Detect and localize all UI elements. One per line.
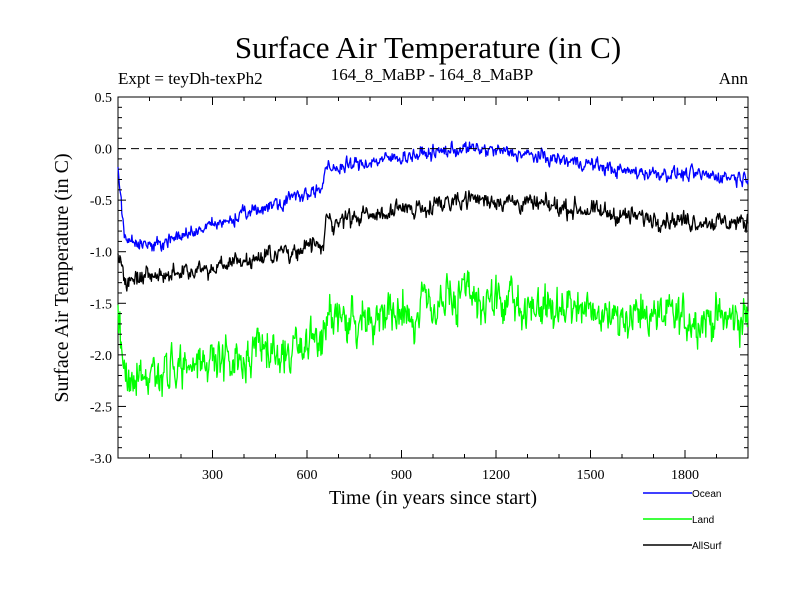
x-tick-label: 300 (202, 468, 223, 483)
legend-label-ocean: Ocean (692, 489, 721, 500)
y-axis-label: Surface Air Temperature (in C) (51, 153, 73, 402)
chart-subtitle-right: Ann (719, 69, 749, 88)
x-tick-label: 600 (297, 468, 318, 483)
y-tick-label: -1.0 (90, 246, 112, 261)
y-tick-label: -1.5 (90, 297, 112, 312)
x-axis: 300 600 900 1200 1500 1800 (149, 97, 717, 483)
y-tick-label: 0.5 (95, 91, 113, 106)
y-tick-label: -2.0 (90, 349, 112, 364)
x-tick-label: 900 (391, 468, 412, 483)
chart-subtitle-left: Expt = teyDh-texPh2 (118, 69, 263, 88)
chart-title: Surface Air Temperature (in C) (235, 30, 621, 65)
y-tick-label: -2.5 (90, 400, 112, 415)
series-line-ocean (117, 140, 749, 252)
legend-label-allsurf: AllSurf (692, 541, 722, 552)
legend-label-land: Land (692, 515, 714, 526)
x-axis-label: Time (in years since start) (329, 487, 537, 509)
series-layer (117, 140, 749, 398)
y-axis: -3.0 -2.5 -2.0 -1.5 -1.0 -0.5 0.0 0.5 (90, 91, 748, 467)
x-tick-label: 1200 (482, 468, 510, 483)
chart-subtitle-center: 164_8_MaBP - 164_8_MaBP (331, 65, 533, 84)
y-tick-label: 0.0 (95, 143, 113, 158)
legend: Ocean Land AllSurf (643, 489, 722, 552)
x-tick-label: 1800 (671, 468, 699, 483)
x-tick-label: 1500 (577, 468, 605, 483)
series-line-allsurf (117, 190, 749, 292)
plot-frame (117, 96, 749, 459)
series-line-land (117, 270, 749, 398)
y-tick-label: -0.5 (90, 194, 112, 209)
y-tick-label: -3.0 (90, 452, 112, 467)
